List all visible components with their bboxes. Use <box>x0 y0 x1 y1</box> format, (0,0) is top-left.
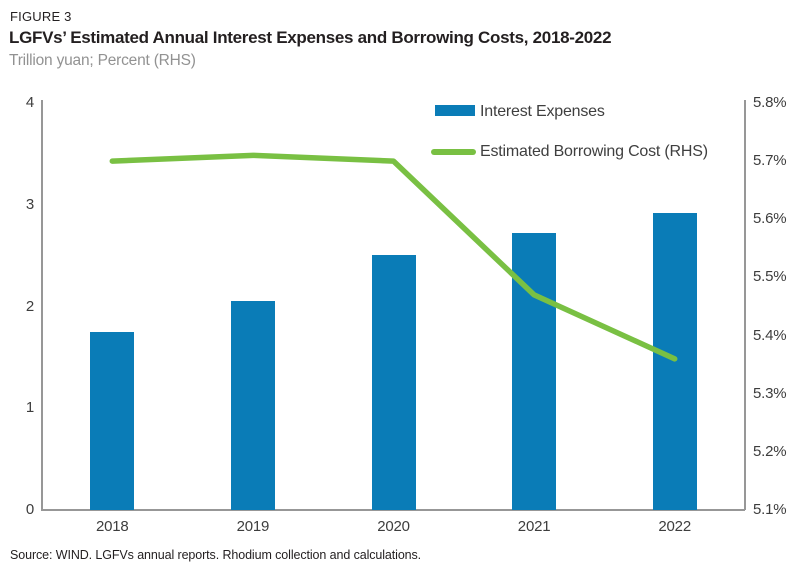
chart-subtitle: Trillion yuan; Percent (RHS) <box>9 52 196 69</box>
y-axis-left-tick-label: 2 <box>25 297 34 315</box>
x-axis-category-label: 2019 <box>236 518 270 535</box>
figure-label: FIGURE 3 <box>10 9 72 24</box>
y-axis-left-tick-label: 3 <box>25 195 34 213</box>
y-axis-right-tick-label: 5.1% <box>753 501 787 518</box>
y-axis-right-tick-label: 5.7% <box>753 152 787 170</box>
y-axis-right-tick-label: 5.4% <box>753 326 787 344</box>
x-axis-category-label: 2021 <box>517 518 551 535</box>
legend-bar-swatch <box>435 105 475 116</box>
left-y-axis-line <box>41 100 43 510</box>
interest-expenses-bar <box>230 301 275 510</box>
y-axis-right-tick-label: 5.5% <box>753 268 787 286</box>
interest-expenses-bar <box>90 331 135 510</box>
right-y-axis-line <box>744 100 746 510</box>
x-axis-category-label: 2018 <box>96 518 129 535</box>
y-axis-right-tick-label: 5.6% <box>753 210 787 228</box>
y-axis-right-tick-label: 5.3% <box>753 384 787 402</box>
interest-expenses-bar <box>652 212 697 510</box>
y-axis-left-tick-label: 4 <box>25 94 34 111</box>
interest-expenses-bar <box>512 233 557 510</box>
legend-line-swatch <box>431 149 476 155</box>
y-axis-left-tick-label: 0 <box>25 501 34 518</box>
y-axis-left-tick-label: 1 <box>25 399 34 417</box>
y-axis-right-tick-label: 5.8% <box>753 94 787 111</box>
legend-item-interest-expenses: Interest Expenses <box>480 103 605 120</box>
source-note: Source: WIND. LGFVs annual reports. Rhod… <box>10 548 422 562</box>
chart-title: LGFVs’ Estimated Annual Interest Expense… <box>9 28 612 47</box>
legend-item-borrowing-cost: Estimated Borrowing Cost (RHS) <box>480 143 708 160</box>
x-axis-category-label: 2020 <box>377 518 410 535</box>
y-axis-right-tick-label: 5.2% <box>753 442 787 460</box>
interest-expenses-bar <box>371 254 416 510</box>
x-axis-category-label: 2022 <box>658 518 691 535</box>
